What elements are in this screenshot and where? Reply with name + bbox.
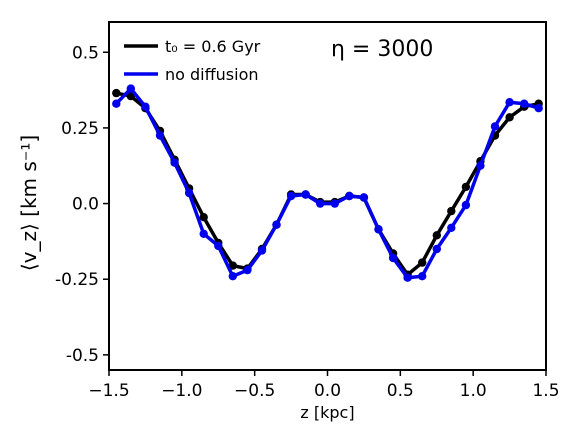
- data-point-1-4: [170, 158, 179, 167]
- data-point-1-25: [476, 161, 485, 170]
- data-point-1-12: [286, 191, 296, 201]
- y-tick-label-1: 0.25: [61, 119, 99, 139]
- data-point-0-22: [432, 231, 441, 240]
- legend: t₀ = 0.6 Gyr no diffusion: [124, 37, 261, 84]
- x-tick-label-5: 1.0: [460, 381, 487, 401]
- data-point-1-20: [403, 273, 412, 282]
- data-point-1-18: [374, 225, 383, 234]
- ticks-layer: −1.5 −1.0 −0.5 0.0 0.5 1.0 1.5 0.5 0.25 0.0 -0.25 -…: [55, 43, 560, 401]
- eta-annotation: η = 3000: [331, 37, 433, 62]
- data-point-1-13: [301, 190, 310, 199]
- data-point-0-27: [505, 113, 514, 122]
- x-tick-label-0: −1.5: [88, 381, 129, 401]
- series-layer: [112, 84, 543, 282]
- data-point-1-2: [141, 102, 150, 111]
- data-point-1-14: [316, 199, 325, 208]
- data-point-0-8: [228, 261, 237, 270]
- data-point-1-17: [359, 193, 369, 202]
- x-tick-label-3: 0.0: [314, 381, 341, 401]
- data-point-1-29: [534, 104, 543, 113]
- data-point-1-8: [228, 272, 237, 281]
- data-point-1-24: [461, 200, 471, 210]
- x-tick-label-1: −1.0: [161, 381, 202, 401]
- data-point-1-10: [257, 246, 267, 255]
- data-point-0-6: [199, 213, 208, 222]
- data-point-0-23: [447, 206, 456, 216]
- data-point-1-27: [505, 98, 514, 107]
- data-point-1-15: [330, 199, 339, 208]
- x-tick-label-2: −0.5: [234, 381, 275, 401]
- series-line-1: [115, 86, 540, 280]
- legend-label-1: no diffusion: [165, 65, 259, 84]
- data-point-1-16: [345, 191, 354, 201]
- x-axis-label: z [kpc]: [300, 403, 354, 422]
- data-point-1-0: [112, 99, 121, 108]
- data-point-0-0: [112, 88, 121, 98]
- legend-label-0: t₀ = 0.6 Gyr: [165, 37, 261, 56]
- data-point-1-28: [520, 99, 529, 108]
- data-point-1-26: [490, 122, 500, 131]
- x-tick-label-6: 1.5: [532, 381, 559, 401]
- data-point-0-21: [418, 258, 427, 267]
- data-point-1-9: [243, 265, 252, 275]
- y-tick-label-4: -0.5: [66, 346, 99, 366]
- data-point-1-23: [447, 223, 456, 232]
- data-point-0-24: [461, 182, 471, 192]
- y-tick-label-0: 0.5: [72, 43, 99, 63]
- data-point-1-6: [199, 229, 208, 238]
- data-point-1-21: [418, 272, 427, 281]
- y-tick-label-3: -0.25: [55, 270, 99, 290]
- data-point-1-7: [214, 241, 223, 251]
- data-point-1-11: [272, 220, 281, 229]
- data-point-1-1: [126, 84, 135, 93]
- data-point-1-19: [388, 253, 398, 263]
- y-tick-label-2: 0.0: [72, 195, 99, 215]
- data-point-1-5: [184, 188, 194, 198]
- data-point-0-1: [126, 91, 135, 101]
- data-point-1-3: [155, 131, 165, 140]
- x-tick-label-4: 0.5: [387, 381, 414, 401]
- y-axis-label: ⟨v_z⟩ [km s⁻¹]: [17, 135, 41, 271]
- data-point-1-22: [432, 244, 441, 254]
